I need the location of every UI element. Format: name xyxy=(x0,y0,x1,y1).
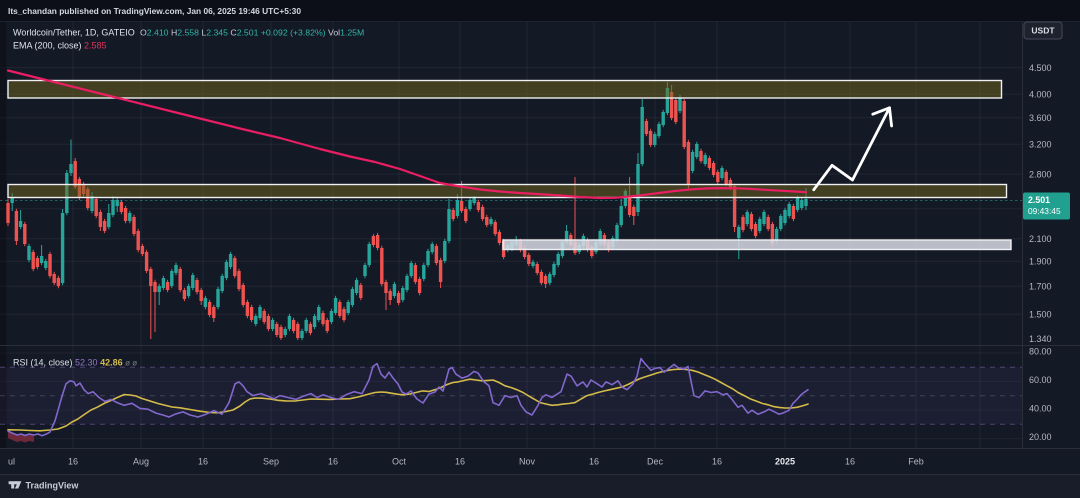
svg-text:40.00: 40.00 xyxy=(1029,404,1052,414)
svg-text:2025: 2025 xyxy=(775,457,795,467)
svg-text:RSI (14, close) 52.30 42.86: RSI (14, close) 52.30 42.86 ø ø xyxy=(13,358,137,368)
svg-text:16: 16 xyxy=(328,457,338,467)
svg-text:1.900: 1.900 xyxy=(1029,256,1052,266)
svg-text:1.500: 1.500 xyxy=(1029,310,1052,320)
svg-text:Dec: Dec xyxy=(647,457,664,467)
svg-text:3.600: 3.600 xyxy=(1029,113,1052,123)
svg-text:TradingView: TradingView xyxy=(26,481,80,491)
svg-text:USDT: USDT xyxy=(1031,26,1055,36)
svg-text:ul: ul xyxy=(8,457,15,467)
svg-text:1.700: 1.700 xyxy=(1029,281,1052,291)
svg-text:60.00: 60.00 xyxy=(1029,375,1052,385)
svg-text:16: 16 xyxy=(198,457,208,467)
svg-text:EMA (200, close) 2.585: EMA (200, close) 2.585 xyxy=(13,41,107,51)
svg-text:16: 16 xyxy=(589,457,599,467)
svg-text:16: 16 xyxy=(455,457,465,467)
svg-text:80.00: 80.00 xyxy=(1029,347,1052,357)
svg-text:Feb: Feb xyxy=(908,457,924,467)
svg-text:3.200: 3.200 xyxy=(1029,139,1052,149)
svg-text:16: 16 xyxy=(68,457,78,467)
svg-text:2.501: 2.501 xyxy=(1028,195,1050,205)
svg-text:09:43:45: 09:43:45 xyxy=(1028,206,1061,216)
svg-text:Worldcoin/Tether, 1D, GATEIO: Worldcoin/Tether, 1D, GATEIO xyxy=(13,28,135,38)
svg-text:Its_chandan published on Tradi: Its_chandan published on TradingView.com… xyxy=(8,6,301,16)
svg-text:20.00: 20.00 xyxy=(1029,432,1052,442)
svg-text:4.500: 4.500 xyxy=(1029,63,1052,73)
svg-text:16: 16 xyxy=(845,457,855,467)
svg-text:1.340: 1.340 xyxy=(1029,334,1052,344)
svg-text:Sep: Sep xyxy=(263,457,279,467)
svg-text:16: 16 xyxy=(712,457,722,467)
svg-text:Nov: Nov xyxy=(519,457,536,467)
svg-text:2.100: 2.100 xyxy=(1029,234,1052,244)
svg-text:Aug: Aug xyxy=(133,457,149,467)
svg-text:Oct: Oct xyxy=(392,457,407,467)
svg-text:O2.410 H2.558 L2.345 C2.501: O2.410 H2.558 L2.345 C2.501 +0.092 (+3.8… xyxy=(140,28,364,38)
svg-text:2.800: 2.800 xyxy=(1029,169,1052,179)
svg-text:4.000: 4.000 xyxy=(1029,89,1052,99)
